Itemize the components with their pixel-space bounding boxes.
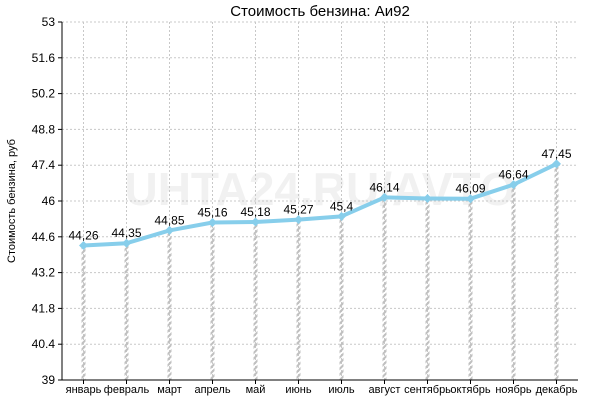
data-point: [380, 192, 389, 202]
data-label: 44,85: [154, 213, 184, 227]
x-tick-label: декабрь: [536, 384, 578, 396]
y-tick-label: 41.8: [32, 301, 56, 315]
y-tick-label: 47.4: [32, 158, 56, 172]
drop-line: [210, 222, 215, 380]
y-tick-label: 50.2: [32, 87, 56, 101]
data-point: [423, 193, 432, 203]
y-tick-label: 39: [42, 373, 56, 387]
x-tick-label: ноябрь: [495, 384, 532, 396]
drop-line: [296, 219, 301, 380]
y-tick-label: 51.6: [32, 51, 56, 65]
data-point: [251, 217, 260, 227]
x-tick-label: июнь: [285, 384, 311, 396]
x-tick-label: октябрь: [450, 384, 490, 396]
drop-line: [124, 243, 129, 380]
y-tick-label: 46: [42, 194, 56, 208]
drop-line: [81, 245, 86, 380]
grid: [62, 21, 578, 381]
data-label: 44,26: [68, 228, 98, 242]
series-line: [81, 161, 559, 248]
data-label: 45,18: [240, 205, 270, 219]
drop-line: [253, 221, 258, 380]
x-tick-label: февраль: [104, 384, 150, 396]
data-label: 44,35: [111, 226, 141, 240]
drop-line: [382, 197, 387, 380]
data-label: 45,27: [283, 203, 313, 217]
y-axis-label: Стоимость бензина, руб: [6, 139, 18, 263]
data-point: [79, 240, 88, 250]
data-label: 46,64: [498, 168, 528, 182]
data-label: 46,14: [369, 180, 399, 194]
chart-title: Стоимость бензина: Аи92: [230, 3, 410, 20]
drop-line: [468, 198, 473, 380]
series: [79, 159, 561, 250]
x-tick-label: март: [157, 384, 182, 396]
y-tick-label: 43.2: [32, 266, 56, 280]
data-point: [165, 225, 174, 235]
x-tick-label: январь: [66, 384, 102, 396]
watermark: UHTA24.RU/AVTO: [124, 163, 515, 215]
data-labels: 44,26 44,35 44,85 45,16 45,18 45,27 45,4 46,14 4…: [68, 147, 571, 243]
drop-line: [167, 230, 172, 380]
y-tick-label: 40.4: [32, 337, 56, 351]
drop-line: [339, 216, 344, 380]
drop-lines: [81, 163, 559, 380]
y-tick-label: 48.8: [32, 122, 56, 136]
data-label: 45,16: [197, 205, 227, 219]
data-label: 45,4: [330, 199, 354, 213]
data-point: [208, 217, 217, 227]
watermark-text: UHTA24.RU/AVTO: [124, 163, 515, 215]
data-point: [294, 215, 303, 225]
data-label: 47,45: [541, 147, 571, 161]
x-tick-label: май: [246, 384, 266, 396]
data-point: [552, 159, 561, 169]
drop-line: [425, 198, 430, 380]
data-label: 46,09: [455, 182, 485, 196]
data-point: [337, 211, 346, 221]
data-point: [122, 238, 131, 248]
data-point: [509, 180, 518, 190]
x-tick-label: сентябрь: [404, 384, 451, 396]
x-tick-label: август: [369, 384, 401, 396]
axes: 39 40.4 41.8 43.2 44.6 46 47.4 48.8 50.2 51.6 53 ян…: [32, 15, 578, 396]
x-tick-label: апрель: [194, 384, 230, 396]
x-tick-label: июль: [328, 384, 355, 396]
drop-line: [511, 184, 516, 380]
data-point: [466, 194, 475, 204]
drop-line: [554, 163, 559, 380]
y-tick-label: 44.6: [32, 230, 56, 244]
y-tick-label: 53: [42, 15, 56, 29]
